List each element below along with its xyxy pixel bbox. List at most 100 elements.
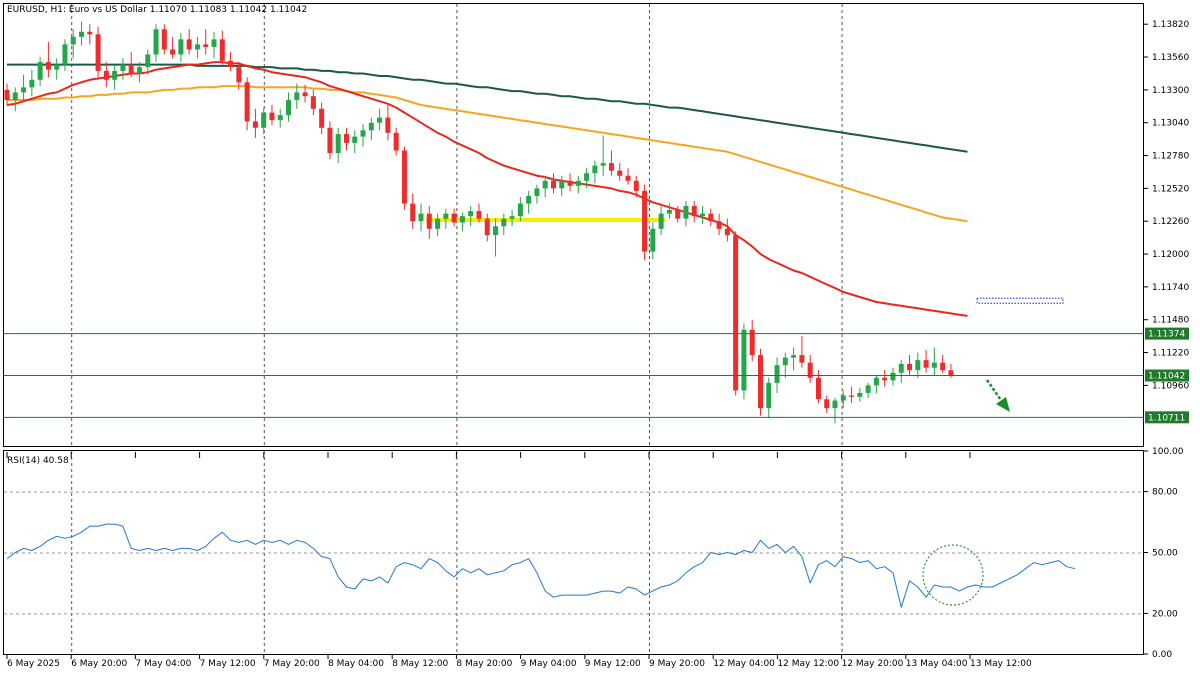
time-tick-label: 7 May 12:00 bbox=[200, 659, 256, 669]
header-timeframe: H1 bbox=[51, 5, 64, 15]
time-tick-label: 9 May 12:00 bbox=[585, 659, 641, 669]
price-tag-box bbox=[1145, 411, 1189, 424]
price-tick-label: 1.13300 bbox=[1152, 86, 1189, 96]
header-symbol: EURUSD bbox=[7, 5, 45, 15]
header-sep-1: , bbox=[45, 5, 51, 15]
candle-body bbox=[484, 218, 490, 236]
time-tick-label: 9 May 20:00 bbox=[649, 659, 705, 669]
annotations bbox=[922, 379, 1010, 606]
candle-body bbox=[21, 87, 27, 93]
candle-body bbox=[62, 44, 68, 65]
candle-body bbox=[87, 31, 93, 35]
candle-body bbox=[228, 60, 234, 68]
rsi-tick-label: 80.00 bbox=[1152, 488, 1178, 498]
candle-body bbox=[608, 163, 614, 171]
candle-body bbox=[542, 180, 548, 189]
candle-body bbox=[95, 34, 101, 71]
candle-body bbox=[642, 190, 648, 252]
rsi-highlight-circle bbox=[922, 544, 984, 606]
candle-body bbox=[865, 385, 871, 393]
candle-body bbox=[170, 49, 176, 55]
candle-body bbox=[194, 44, 200, 50]
candle-body bbox=[600, 163, 606, 166]
price-tick-label: 1.12260 bbox=[1152, 217, 1189, 227]
candle-body bbox=[592, 165, 598, 174]
candle-body bbox=[526, 195, 532, 204]
candle-body bbox=[749, 329, 755, 356]
time-tick-label: 6 May 20:00 bbox=[71, 659, 127, 669]
price-tag-label: 1.10711 bbox=[1148, 413, 1185, 423]
annotation-zones bbox=[426, 217, 1064, 304]
price-tag-label: 1.11374 bbox=[1148, 330, 1185, 340]
candle-body bbox=[815, 377, 821, 400]
candle-body bbox=[832, 400, 838, 409]
candle-body bbox=[559, 180, 565, 189]
candle-body bbox=[54, 64, 60, 70]
candle-body bbox=[186, 39, 192, 50]
header-description: Euro vs US Dollar bbox=[69, 5, 147, 15]
candlesticks bbox=[4, 21, 954, 424]
vertical-gridlines bbox=[71, 4, 843, 654]
time-tick-label: 8 May 12:00 bbox=[392, 659, 448, 669]
candle-body bbox=[509, 216, 515, 219]
candle-body bbox=[873, 377, 879, 386]
candle-body bbox=[112, 70, 118, 80]
candle-body bbox=[824, 399, 830, 409]
ma-mid-line bbox=[7, 85, 968, 223]
price-tick-label: 1.10960 bbox=[1152, 381, 1189, 391]
candle-body bbox=[633, 180, 639, 191]
candle-body bbox=[459, 216, 465, 223]
candle-body bbox=[575, 180, 581, 186]
candle-body bbox=[393, 132, 399, 151]
price-tick-label: 1.12520 bbox=[1152, 184, 1189, 194]
header-ohlc: 1.11070 1.11083 1.11042 1.11042 bbox=[150, 5, 307, 15]
candle-body bbox=[882, 377, 888, 381]
candle-body bbox=[807, 362, 813, 378]
chart-header: EURUSD, H1: Euro vs US Dollar 1.11070 1.… bbox=[7, 5, 307, 15]
candle-body bbox=[683, 206, 689, 219]
candle-body bbox=[948, 370, 954, 376]
candle-body bbox=[476, 211, 482, 219]
candle-body bbox=[716, 221, 722, 229]
candle-body bbox=[426, 213, 432, 229]
candle-body bbox=[584, 173, 590, 181]
candle-body bbox=[691, 206, 697, 217]
ma-slow-line bbox=[7, 63, 968, 153]
candle-body bbox=[849, 395, 855, 397]
candle-body bbox=[29, 79, 35, 88]
candle-body bbox=[203, 44, 209, 47]
candle-body bbox=[501, 218, 507, 227]
candle-body bbox=[211, 39, 217, 47]
price-tick-label: 1.11740 bbox=[1152, 283, 1189, 293]
candle-body bbox=[319, 108, 325, 128]
time-tick-label: 7 May 20:00 bbox=[264, 659, 320, 669]
candle-body bbox=[940, 362, 946, 371]
time-axis: 6 May 2025 6 May 20:00 7 May 04:00 7 May 12… bbox=[6, 452, 1032, 669]
price-tick-label: 1.12000 bbox=[1152, 250, 1189, 260]
candle-body bbox=[923, 360, 929, 368]
candle-body bbox=[145, 54, 151, 68]
candle-body bbox=[310, 96, 316, 109]
candle-body bbox=[343, 134, 349, 143]
horizontal-levels: 1.11374 1.11042 1.10711 bbox=[4, 327, 1189, 424]
candle-body bbox=[12, 92, 18, 100]
candle-body bbox=[153, 29, 159, 55]
candle-body bbox=[468, 211, 474, 217]
price-axis: 1.13820 1.13560 1.13300 1.13040 1.12780 1.125… bbox=[1143, 20, 1189, 391]
candle-body bbox=[567, 180, 573, 186]
candle-body bbox=[766, 382, 772, 409]
candle-body bbox=[294, 92, 300, 100]
candle-body bbox=[890, 372, 896, 381]
candle-body bbox=[658, 213, 664, 229]
rsi-line bbox=[6, 523, 1076, 608]
candle-body bbox=[757, 355, 763, 409]
price-tag-box bbox=[1145, 369, 1189, 382]
time-tick-label: 13 May 04:00 bbox=[906, 659, 968, 669]
price-tick-label: 1.11220 bbox=[1152, 349, 1189, 359]
target-level bbox=[976, 297, 1064, 304]
candle-body bbox=[741, 329, 747, 391]
price-tag-label: 1.11042 bbox=[1148, 372, 1185, 382]
candle-body bbox=[898, 363, 904, 373]
